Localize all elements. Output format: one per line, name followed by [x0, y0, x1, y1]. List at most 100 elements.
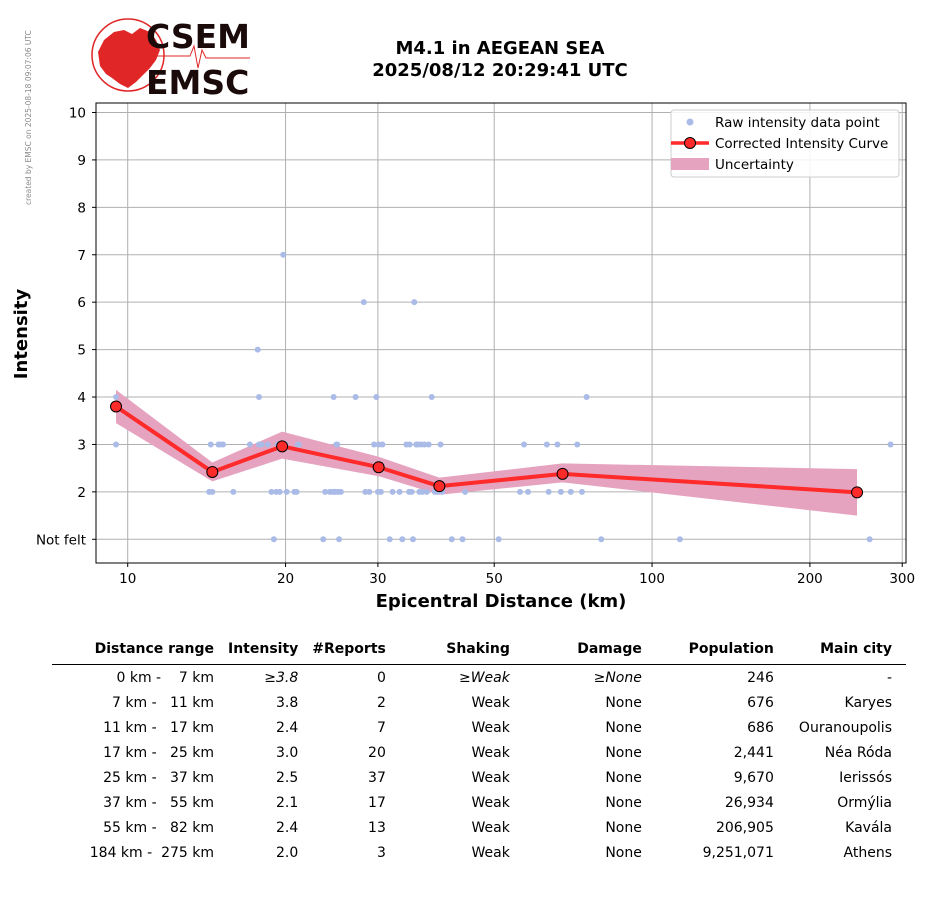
raw-data-point — [352, 394, 359, 401]
table-cell: Néa Róda — [824, 744, 892, 761]
y-tick-label: 8 — [77, 200, 86, 216]
curve-point — [372, 461, 385, 474]
table-cell: None — [605, 744, 642, 761]
curve-point — [433, 480, 446, 493]
creation-note: created by EMSC on 2025-08-18 09:07:06 U… — [24, 30, 33, 205]
raw-data-point — [256, 394, 263, 401]
title-datetime: 2025/08/12 20:29:41 UTC — [372, 60, 628, 81]
curve-point — [206, 465, 219, 478]
table-cell: None — [605, 844, 642, 861]
table-cell: Weak — [471, 794, 510, 811]
y-tick-label: 2 — [77, 485, 86, 501]
x-tick-label: 30 — [369, 571, 386, 587]
y-ticks: Not felt 2 3 4 5 6 7 8 9 10 — [36, 105, 96, 548]
y-axis-label: Intensity — [11, 289, 32, 380]
table-cell: 184 km - 275 km — [89, 844, 214, 861]
table-cell: None — [605, 694, 642, 711]
raw-data-point — [377, 488, 384, 495]
raw-data-point — [379, 441, 386, 448]
raw-data-point — [334, 441, 341, 448]
raw-data-point — [209, 488, 216, 495]
table-cell: None — [605, 769, 642, 786]
table-cell: 2,441 — [733, 744, 774, 761]
table-cell: 17 — [368, 794, 386, 811]
raw-data-point — [525, 488, 532, 495]
curve-point — [556, 467, 569, 480]
table-cell: 11 km - 17 km — [103, 719, 214, 736]
raw-data-point — [337, 488, 344, 495]
table-cell: 9,670 — [733, 769, 774, 786]
table-cell: Kavála — [845, 819, 892, 836]
x-ticks: 10 20 30 50 100 200 300 — [119, 563, 915, 587]
emsc-logo: CSEM EMSC — [91, 18, 250, 100]
raw-data-point — [411, 299, 418, 306]
table-cell: 3 — [376, 844, 386, 861]
table-cell: ≥3.8 — [264, 669, 299, 686]
raw-data-point — [113, 394, 120, 401]
header-distance-range: Distance range — [52, 640, 228, 665]
table-cell: 7 km - 11 km — [112, 694, 214, 711]
header-reports: #Reports — [312, 640, 400, 665]
raw-data-point — [220, 441, 227, 448]
table-cell: Karyes — [844, 694, 892, 711]
raw-data-point — [268, 488, 275, 495]
curve-point — [276, 440, 289, 453]
header-main-city: Main city — [787, 640, 906, 665]
raw-data-point — [408, 488, 415, 495]
table-cell: 246 — [747, 669, 774, 686]
y-tick-label: Not felt — [36, 532, 86, 548]
raw-data-point — [495, 536, 502, 543]
x-tick-label: 20 — [277, 571, 294, 587]
raw-data-point — [336, 536, 343, 543]
uncertainty-band — [116, 389, 858, 516]
table-cell: 3.8 — [276, 694, 299, 711]
raw-data-point — [276, 488, 283, 495]
x-tick-label: 300 — [889, 571, 915, 587]
plot-frame — [95, 102, 907, 564]
table-cell: 686 — [747, 719, 774, 736]
legend-curve-label: Corrected Intensity Curve — [715, 136, 888, 152]
raw-data-point — [521, 441, 528, 448]
table-row: 55 km - 82 km 2.4 13 Weak None 206,905 Kavála — [52, 815, 906, 840]
table-cell: 17 km - 25 km — [103, 744, 214, 761]
table-cell: 37 km - 55 km — [103, 794, 214, 811]
table-body: 0 km - 7 km ≥3.8 0 ≥Weak ≥None 246 - 7 km - 11 … — [52, 665, 906, 866]
curve-layer — [110, 400, 864, 499]
table-cell: Weak — [471, 719, 510, 736]
header-damage: Damage — [523, 640, 656, 665]
table-cell: Weak — [471, 844, 510, 861]
table-row: 7 km - 11 km 3.8 2 Weak None 676 Karyes — [52, 690, 906, 715]
logo-globe-icon — [91, 18, 165, 92]
raw-data-point — [406, 441, 413, 448]
logo-seismogram — [148, 44, 250, 69]
raw-data-point — [887, 441, 894, 448]
raw-data-point — [258, 441, 265, 448]
y-tick-label: 3 — [77, 437, 86, 453]
header-population: Population — [655, 640, 788, 665]
table-cell: None — [605, 794, 642, 811]
raw-data-point — [254, 346, 261, 353]
chart-title: M4.1 in AEGEAN SEA 2025/08/12 20:29:41 U… — [300, 38, 700, 82]
uncertainty-band-layer — [116, 389, 858, 516]
raw-data-point — [428, 394, 435, 401]
raw-data-point — [373, 394, 380, 401]
curve-point — [851, 486, 864, 499]
raw-data-point — [366, 488, 373, 495]
raw-data-point — [574, 441, 581, 448]
distance-range-table: Distance range Intensity #Reports Shakin… — [52, 640, 906, 865]
raw-data-point — [866, 536, 873, 543]
logo-map-shape — [98, 28, 160, 88]
table-cell: Weak — [471, 769, 510, 786]
intensity-chart: 10 20 30 50 100 200 300 Not felt 2 3 4 5 6 7 8 9 10 Epi… — [11, 102, 915, 612]
y-tick-label: 7 — [77, 248, 86, 264]
table-cell: 206,905 — [715, 819, 774, 836]
logo-csem-text: CSEM — [146, 18, 250, 56]
table-cell: 7 — [376, 719, 386, 736]
legend-curve-marker — [684, 137, 696, 149]
table-cell: 2.4 — [276, 719, 299, 736]
table-cell: Ormýlia — [837, 794, 892, 811]
table-cell: Weak — [471, 744, 510, 761]
raw-points-layer — [113, 251, 894, 543]
logo-emsc-text: EMSC — [146, 63, 249, 100]
raw-data-point — [283, 488, 290, 495]
